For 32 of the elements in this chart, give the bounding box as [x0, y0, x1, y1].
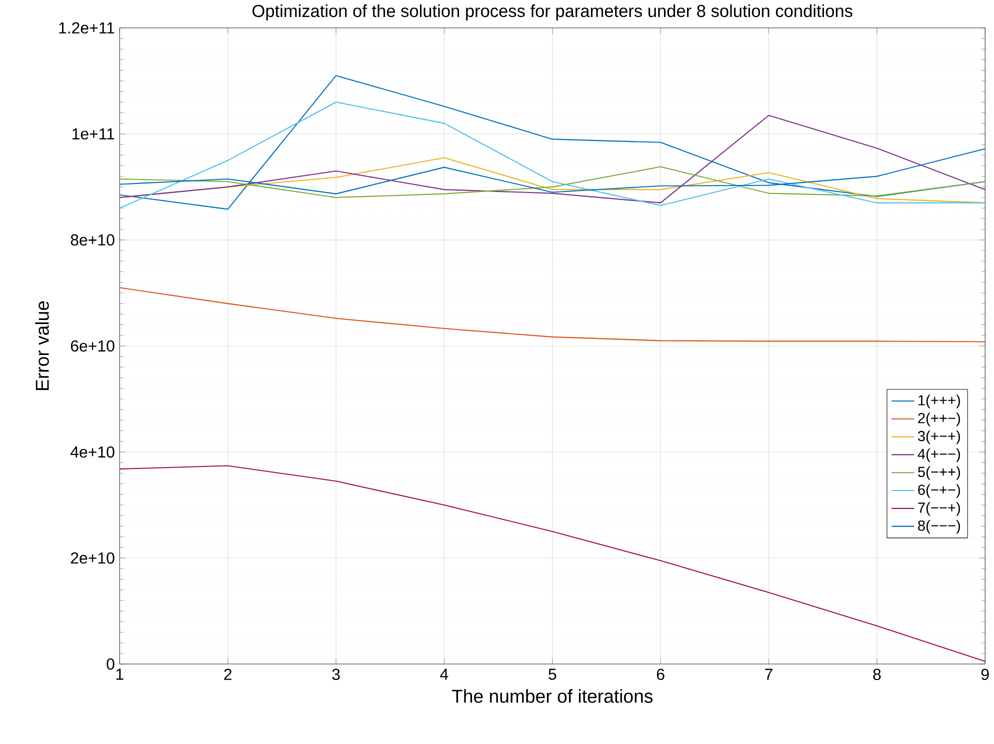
x-tick-label: 4 [440, 668, 448, 680]
y-tick-label: 2e+10 [70, 552, 114, 564]
line-series [120, 114, 986, 204]
legend-label: 7(−−+) [918, 502, 960, 516]
legend-label: 8(−−−) [918, 520, 960, 534]
y-tick-label: 8e+10 [70, 234, 114, 246]
x-tick-label: 8 [873, 668, 881, 680]
y-axis-title: Error value [35, 301, 49, 390]
line-series [120, 287, 986, 342]
line-series [120, 102, 986, 209]
x-tick-label: 1 [116, 668, 124, 680]
x-tick-label: 5 [548, 668, 556, 680]
line-series [120, 465, 986, 662]
line-series [120, 166, 986, 198]
y-tick-label: 1.2e+11 [59, 22, 114, 34]
legend-label: 6(−+−) [918, 484, 960, 498]
legend-label: 3(+−+) [918, 430, 960, 444]
chart-title: Optimization of the solution process for parameters under 8 solution conditions [252, 4, 852, 21]
y-tick-label: 0 [106, 658, 114, 670]
legend-label: 4(+−−) [918, 448, 960, 462]
x-tick-label: 6 [656, 668, 664, 680]
y-tick-label: 4e+10 [70, 446, 114, 458]
x-tick-label: 3 [332, 668, 340, 680]
legend-label: 5(−++) [918, 466, 960, 480]
y-tick-label: 1e+11 [72, 128, 114, 140]
x-tick-label: 2 [224, 668, 232, 680]
legend-label: 2(++−) [918, 412, 960, 426]
x-tick-label: 7 [765, 668, 772, 680]
x-axis-title: The number of iterations [452, 689, 653, 703]
y-tick-label: 6e+10 [70, 340, 114, 352]
x-tick-label: 9 [981, 668, 989, 680]
legend-label: 1(+++) [918, 394, 960, 408]
